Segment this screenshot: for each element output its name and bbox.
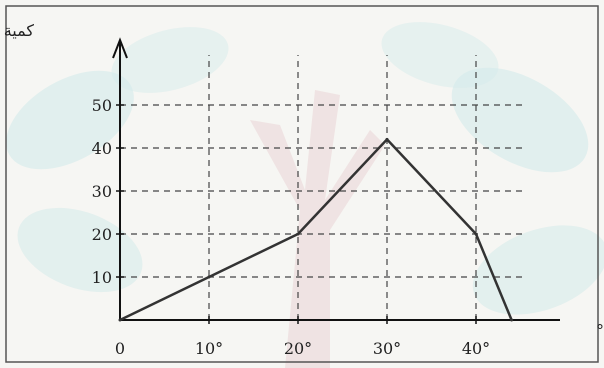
watermark-leaf: [451, 67, 589, 173]
x-axis-title: شدة الحرارة °: [596, 321, 604, 341]
grid: [120, 55, 525, 320]
y-tick-label: 30: [92, 182, 112, 201]
data-point: [474, 232, 478, 236]
axes: [112, 37, 560, 324]
y-axis-arrow: [112, 37, 128, 59]
tick-labels: 0 10° 20° 30° 40° 10 20 30 40 50: [92, 96, 491, 358]
x-tick-label: 40°: [462, 339, 490, 358]
watermark-leaf: [111, 27, 229, 93]
y-tick-label: 50: [92, 96, 112, 115]
data-point: [207, 275, 211, 279]
y-tick-label: 20: [92, 225, 112, 244]
watermark-leaf: [472, 225, 604, 315]
figure-border: [5, 5, 599, 363]
data-point: [385, 137, 389, 141]
watermark-leaf: [17, 207, 143, 293]
y-tick-label: 40: [92, 139, 112, 158]
data-point: [118, 318, 122, 322]
data-point: [296, 232, 300, 236]
series: [118, 137, 514, 322]
y-axis-title: كمية ثاني أكسيد الكربون الممتصة بالمم3: [0, 20, 34, 41]
watermark-leaf: [6, 70, 134, 170]
watermark-trunk: [250, 90, 385, 368]
watermark-leaf: [381, 22, 499, 88]
x-tick-label: 20°: [284, 339, 312, 358]
x-tick-label: 30°: [373, 339, 401, 358]
x-tick-label: 0: [115, 339, 125, 358]
watermark: [6, 22, 604, 368]
x-tick-label: 10°: [195, 339, 223, 358]
data-line: [119, 138, 513, 322]
data-point: [510, 318, 514, 322]
y-tick-label: 10: [92, 268, 112, 287]
